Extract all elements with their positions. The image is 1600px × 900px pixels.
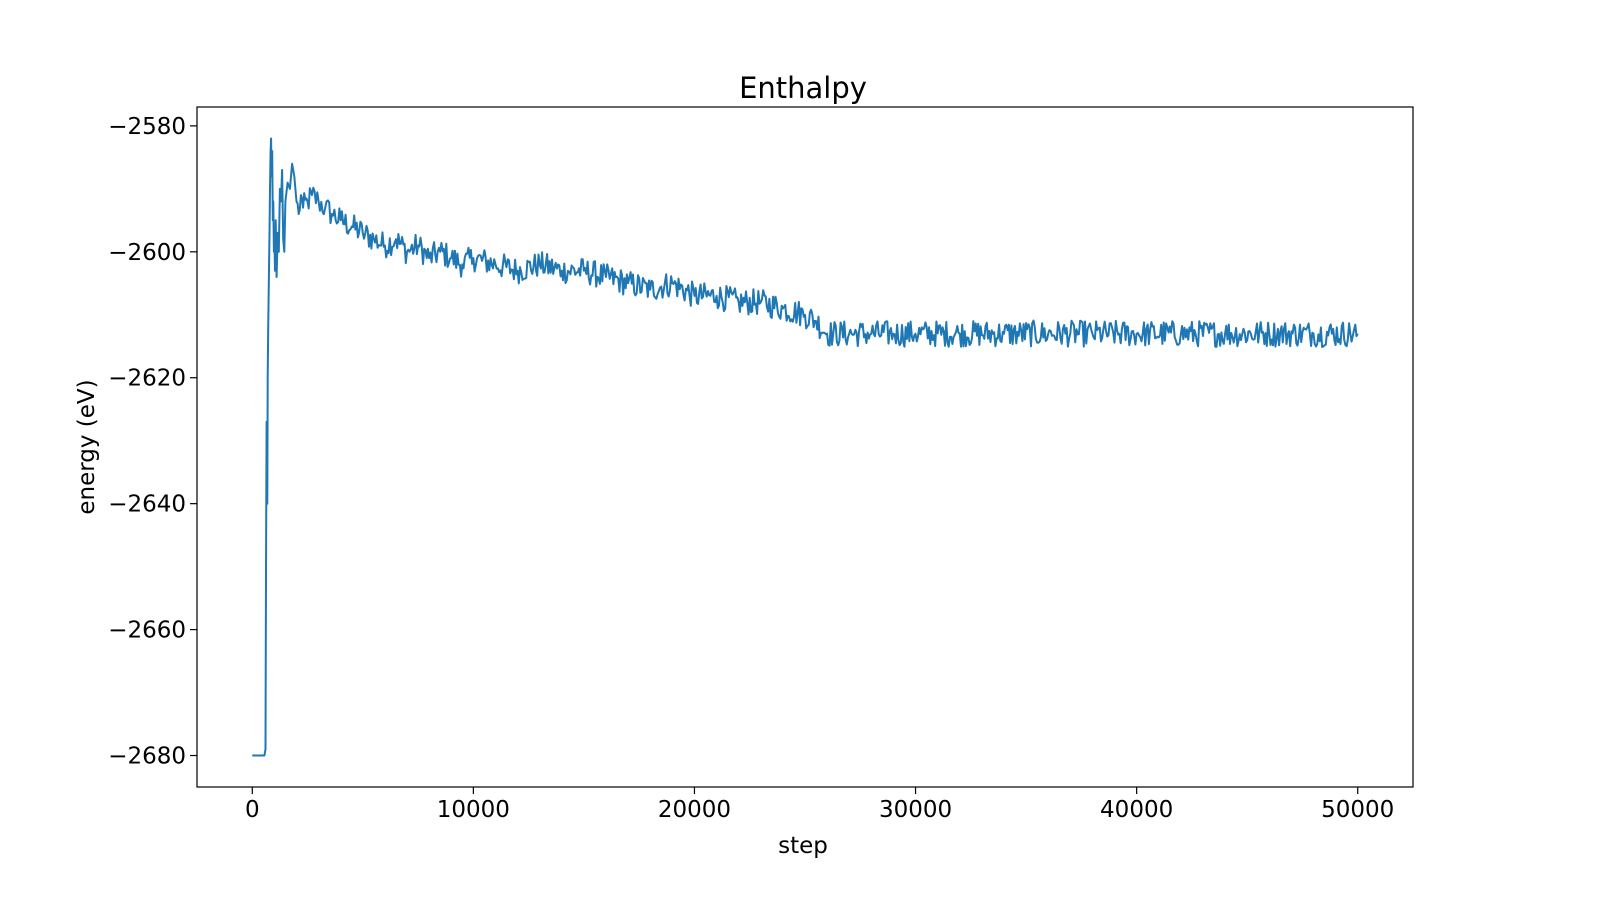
x-tick-label: 30000: [879, 797, 952, 823]
x-tick-label: 0: [245, 797, 260, 823]
y-tick-label: −2620: [108, 366, 186, 392]
y-tick-label: −2680: [108, 744, 186, 770]
y-tick-label: −2600: [108, 240, 186, 266]
enthalpy-series-line: [252, 137, 1359, 757]
plot-frame: [196, 106, 1414, 788]
x-tick-label: 10000: [437, 797, 510, 823]
x-tick-label: 20000: [658, 797, 731, 823]
x-tick-label: 40000: [1100, 797, 1173, 823]
y-tick-label: −2580: [108, 114, 186, 140]
x-tick-label: 50000: [1321, 797, 1394, 823]
y-axis-label: energy (eV): [74, 379, 100, 514]
y-tick-label: −2660: [108, 618, 186, 644]
chart-title: Enthalpy: [739, 71, 867, 105]
y-tick-label: −2640: [108, 492, 186, 518]
x-axis-label: step: [778, 833, 828, 859]
